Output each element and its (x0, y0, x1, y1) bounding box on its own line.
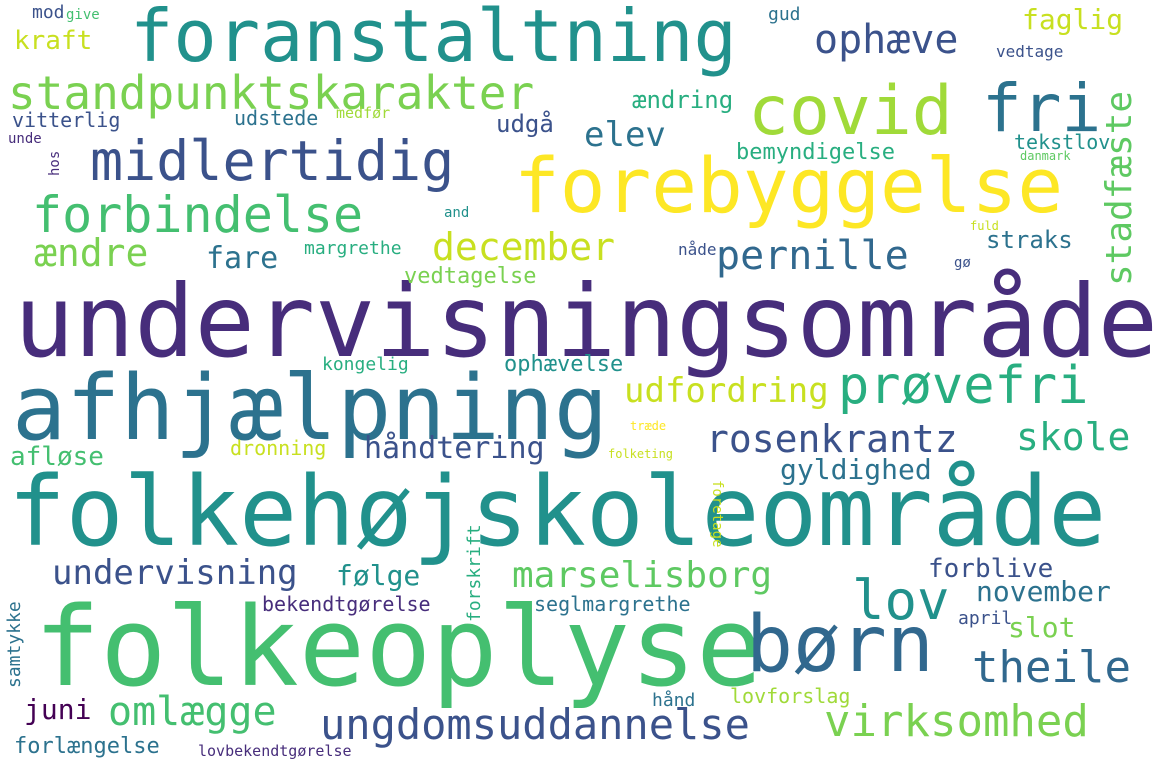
word-folkeoplyse: folkeoplyse (34, 583, 763, 711)
word-skole: skole (1016, 415, 1131, 459)
word-provefri: prøvefri (838, 356, 1089, 416)
word-udfordring: udfordring (624, 371, 829, 411)
word-ungdomsuddannelse: ungdomsuddannelse (320, 700, 750, 749)
word-april: april (958, 608, 1013, 629)
word-slot: slot (1008, 611, 1076, 644)
word-and: and (444, 205, 470, 221)
word-udga: udgå (496, 110, 554, 138)
word-dronning: dronning (230, 436, 327, 460)
word-aflose: afløse (10, 442, 104, 472)
word-gud: gud (768, 4, 801, 25)
word-theile: theile (972, 642, 1131, 693)
word-fri: fri (982, 70, 1102, 147)
word-juni: juni (24, 693, 92, 726)
word-rosenkrantz: rosenkrantz (706, 417, 958, 461)
word-aendring: ændring (632, 86, 734, 114)
word-hos: hos (47, 150, 63, 176)
word-bekendtgorelse: bekendtgørelse (262, 592, 431, 616)
word-faglig: faglig (1022, 3, 1124, 36)
word-mod: mod (32, 2, 65, 23)
word-handtering: håndtering (364, 431, 545, 466)
word-folkehojskoleomrade: folkehøjskoleområde (8, 456, 1107, 568)
word-vedtagelse: vedtagelse (404, 264, 537, 289)
word-folketing: folketing (608, 447, 674, 461)
word-undervisningsomrade: undervisningsområde (14, 263, 1155, 380)
word-kongelig: kongelig (322, 354, 409, 375)
word-afhjaelpning: afhjælpning (12, 356, 609, 461)
word-elev: elev (584, 115, 666, 155)
word-december: december (432, 225, 616, 269)
word-udstede: udstede (234, 106, 319, 130)
word-give: give (66, 7, 100, 23)
word-folge: følge (336, 559, 421, 592)
word-pernille: pernille (716, 233, 909, 279)
word-midlertidig: midlertidig (90, 129, 455, 193)
word-virksomhed: virksomhed (824, 696, 1089, 747)
word-stadfaeste: stadfæste (1099, 90, 1140, 286)
word-seglmargrethe: seglmargrethe (534, 592, 691, 616)
word-omlaegge: omlægge (108, 689, 277, 735)
word-gyldighed: gyldighed (780, 453, 932, 486)
word-samtykke: samtykke (4, 601, 25, 688)
word-undervisning: undervisning (52, 553, 298, 593)
word-vitterlig: vitterlig (12, 108, 121, 132)
word-forlaengelse: forlængelse (14, 734, 160, 759)
word-fare: fare (206, 241, 279, 276)
word-lov: lov (852, 569, 950, 632)
word-medfor: medfør (336, 104, 391, 122)
word-standpunktskarakter: standpunktskarakter (8, 66, 535, 120)
word-go: gø (954, 255, 971, 271)
word-covid: covid (748, 72, 953, 151)
word-forebyggelse: forebyggelse (514, 141, 1064, 230)
word-foretage: foretage (709, 480, 725, 548)
word-aendre: ændre (34, 231, 149, 275)
word-vedtage: vedtage (996, 42, 1064, 61)
word-straks: straks (986, 226, 1073, 254)
word-november: november (976, 575, 1111, 608)
word-nade: nåde (678, 240, 717, 259)
word-forbindelse: forbindelse (32, 186, 364, 244)
word-forskrift: forskrift (464, 524, 485, 622)
word-tekstlov: tekstlov (1014, 130, 1111, 154)
word-hand: hånd (652, 690, 696, 711)
word-lovforslag: lovforslag (730, 684, 851, 708)
word-marselisborg: marselisborg (512, 555, 773, 596)
word-margrethe: margrethe (304, 238, 402, 259)
word-danmark: danmark (1020, 149, 1071, 163)
word-foranstaltning: foranstaltning (130, 0, 737, 78)
word-kraft: kraft (14, 26, 93, 56)
word-forblive: forblive (928, 554, 1054, 584)
word-lovbekendtgorelse: lovbekendtgørelse (198, 742, 352, 760)
word-traede: træde (630, 419, 667, 433)
word-ophaeve: ophæve (814, 17, 959, 63)
word-bemyndigelse: bemyndigelse (736, 140, 895, 165)
word-unde: unde (8, 131, 42, 147)
word-fuld: fuld (970, 219, 999, 233)
word-ophaevelse: ophævelse (504, 352, 624, 377)
word-born: børn (746, 600, 934, 690)
